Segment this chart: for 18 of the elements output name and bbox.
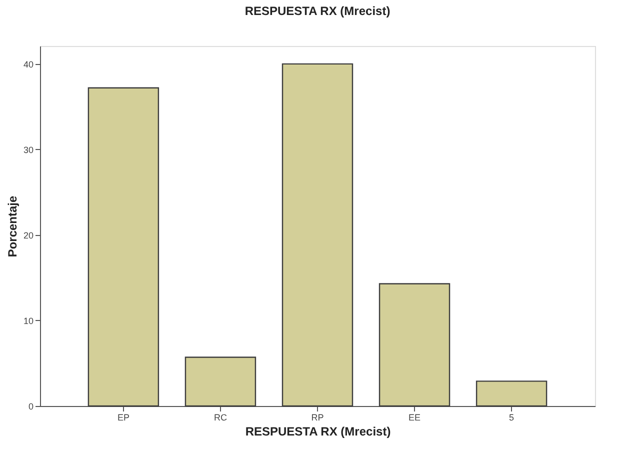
- y-tick-label: 30: [23, 144, 34, 155]
- x-tick-label: EP: [117, 412, 130, 422]
- bar: [476, 380, 548, 407]
- bar: [184, 356, 256, 407]
- x-tick-label: EE: [408, 412, 421, 422]
- x-axis-title: RESPUESTA RX (Mrecist): [245, 424, 391, 438]
- chart-title: RESPUESTA RX (Mrecist): [244, 4, 390, 18]
- y-tick-label: 40: [23, 59, 34, 70]
- bar: [282, 63, 354, 407]
- y-tick-label: 10: [23, 316, 34, 326]
- y-axis-title: Porcentaje: [5, 195, 20, 258]
- x-tick-label: RC: [214, 412, 228, 422]
- y-tick-label: 0: [28, 402, 34, 412]
- bar: [378, 283, 450, 407]
- bar: [88, 87, 160, 407]
- x-tick-label: RP: [311, 412, 324, 422]
- y-tick-label: 20: [23, 230, 34, 240]
- x-tick-label: 5: [509, 412, 514, 422]
